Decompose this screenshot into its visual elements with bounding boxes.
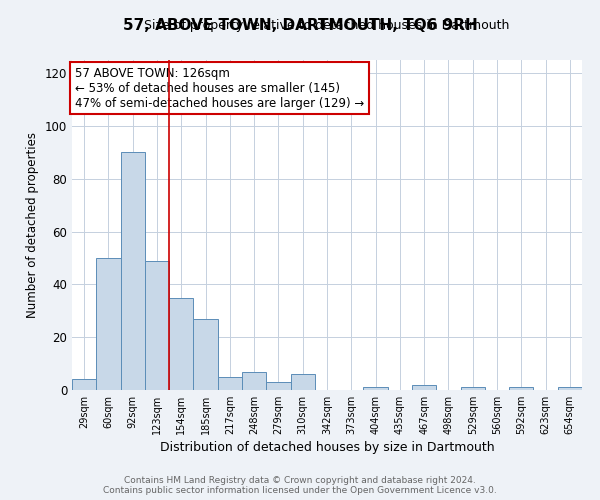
Bar	[193, 318, 218, 390]
Bar	[72, 380, 96, 390]
X-axis label: Distribution of detached houses by size in Dartmouth: Distribution of detached houses by size …	[160, 441, 494, 454]
Y-axis label: Number of detached properties: Number of detached properties	[26, 132, 39, 318]
Bar	[558, 388, 582, 390]
Text: 57 ABOVE TOWN: 126sqm
← 53% of detached houses are smaller (145)
47% of semi-det: 57 ABOVE TOWN: 126sqm ← 53% of detached …	[74, 66, 364, 110]
Bar	[509, 388, 533, 390]
Title: Size of property relative to detached houses in Dartmouth: Size of property relative to detached ho…	[145, 20, 509, 32]
Bar	[266, 382, 290, 390]
Bar	[242, 372, 266, 390]
Bar	[461, 388, 485, 390]
Bar	[218, 377, 242, 390]
Bar	[145, 260, 169, 390]
Bar	[364, 388, 388, 390]
Text: Contains HM Land Registry data © Crown copyright and database right 2024.
Contai: Contains HM Land Registry data © Crown c…	[103, 476, 497, 495]
Bar	[169, 298, 193, 390]
Bar	[96, 258, 121, 390]
Bar	[121, 152, 145, 390]
Bar	[290, 374, 315, 390]
Text: 57, ABOVE TOWN, DARTMOUTH, TQ6 9RH: 57, ABOVE TOWN, DARTMOUTH, TQ6 9RH	[122, 18, 478, 32]
Bar	[412, 384, 436, 390]
